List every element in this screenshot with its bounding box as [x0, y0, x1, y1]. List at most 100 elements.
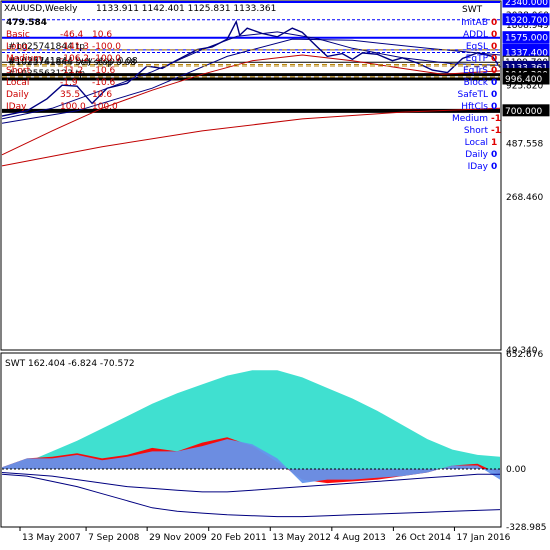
swt-band-line [1, 472, 500, 493]
swt-y-tick-label: -328.985 [506, 523, 546, 533]
swt-flag-label: EqTrS [463, 66, 488, 76]
swt-flag-label: Daily [465, 150, 488, 160]
price-label-box [502, 31, 550, 44]
header-row-label: Short [6, 66, 31, 76]
moving-average-line [1, 38, 501, 124]
price-series [1, 19, 501, 167]
swt-flag-value: -1 [491, 114, 501, 124]
swt-band-line [1, 473, 501, 518]
swt-flag-value: 0 [491, 90, 497, 100]
swt-flag-value: -1 [491, 126, 501, 136]
header-row-value: -141.3 [60, 42, 89, 52]
swt-flag-value: 0 [491, 18, 497, 28]
swt-y-tick-label: 652.676 [506, 350, 543, 360]
header-row-label: Local [6, 78, 29, 88]
swt-flag-value: 0 [491, 162, 497, 172]
moving-average-line [1, 31, 501, 120]
price-label: 700.000 [505, 107, 542, 117]
price-label-box [502, 0, 550, 8]
swt-flag-value: 0 [491, 30, 497, 40]
header-rows: Basic -46.4 10.6 Long -141.3 -100.0 Medium -106… [6, 30, 121, 112]
price-label-box [502, 104, 550, 117]
header-row-value: -1.9 [60, 78, 78, 88]
x-tick-label: 7 Sep 2008 [88, 533, 140, 543]
swt-area [2, 370, 500, 469]
swt-pane-title: SWT 162.404 -6.824 -70.572 [5, 359, 135, 369]
y-tick-label: 487.558 [506, 139, 543, 149]
header-row-value: -10.6 [92, 66, 116, 76]
swt-flag-value: 0 [491, 66, 497, 76]
swt-flag-label: Medium [452, 114, 488, 124]
header-row-label: Long [6, 42, 28, 52]
swt-flag-value: 0 [491, 150, 497, 160]
price-label-box [502, 13, 550, 26]
price-label: 2340.000 [505, 0, 548, 8]
swt-pane-frame [0, 352, 502, 528]
header-row-label: Basic [6, 30, 30, 40]
swt-y-tick-label: 0.00 [506, 465, 526, 475]
moving-average-line [1, 54, 501, 156]
header-row-value: 10.6 [92, 90, 112, 100]
swt-flag-label: SafeTL [458, 90, 488, 100]
swt-flag-label: InitAB [461, 18, 488, 28]
swt-flag-label: Block [464, 78, 489, 88]
header-row-label: Daily [6, 90, 29, 100]
swt-area [2, 439, 500, 484]
order-annotation: #1025563123 tp [8, 69, 85, 79]
header-row-label: IDay [6, 102, 27, 112]
order-annotations: #1025741844 tp#1025741844 buy stop 0.08#… [2, 42, 500, 79]
swt-flag-label: IDay [468, 162, 489, 172]
header-row-value: 100.0 [92, 102, 118, 112]
header-row-value: 35.5 [60, 90, 80, 100]
header-row-value: -100.0 [92, 54, 121, 64]
y-tick-label: 49.340 [506, 346, 538, 356]
swt-y-axis: 652.676 0.00 -328.985 [506, 350, 546, 533]
swt-flag-value: 0 [491, 78, 497, 88]
swt-flag-label: Short [464, 126, 489, 136]
order-annotation: #1025741844 sell stop 0.08 [8, 58, 136, 68]
order-annotation: #1025741844 tp [8, 42, 85, 52]
header-row-value: 10.6 [92, 30, 112, 40]
header-row-value: -11.2 [60, 66, 83, 76]
main-y-axis: 2028.0601808.949925.820487.558268.46049.… [502, 0, 550, 356]
x-tick-label: 20 Feb 2011 [211, 533, 267, 543]
price-label-box [502, 72, 550, 85]
header-value: 479.584 [6, 18, 47, 28]
y-tick-label: 925.820 [506, 82, 543, 92]
header-row-value: -10.6 [92, 78, 116, 88]
x-tick-label: 13 May 2007 [22, 533, 81, 543]
x-tick-label: 26 Oct 2014 [395, 533, 451, 543]
price-label: 996.400 [505, 75, 542, 85]
header-row-value: -100.0 [92, 42, 121, 52]
header-row-value: -46.4 [60, 30, 84, 40]
price-label: 1575.000 [505, 34, 548, 44]
x-tick-label: 17 Jan 2016 [456, 533, 510, 543]
swt-flag-value: 1 [491, 138, 497, 148]
swt-flag-value: 0 [491, 42, 497, 52]
swt-flag-value: 0 [491, 54, 497, 64]
chart-symbol: XAUUSD,Weekly [4, 4, 78, 14]
swt-areas [1, 370, 501, 518]
y-tick-label: 268.460 [506, 193, 543, 203]
x-tick-label: 4 Aug 2013 [334, 533, 386, 543]
swt-flag-label: EqTP [466, 54, 489, 64]
order-annotation: #1025741844 buy stop 0.08 [8, 57, 138, 67]
swt-flag-label: ADDL [463, 30, 488, 40]
swt-flag-label: HftCls [461, 102, 488, 112]
swt-flag-label: Local [465, 138, 488, 148]
header-row-value: 100.0 [60, 102, 86, 112]
header-row-label: Medium [6, 54, 42, 64]
x-tick-label: 29 Nov 2009 [149, 533, 207, 543]
swt-indicator-name: SWT [462, 5, 483, 15]
x-axis: 13 May 2007 7 Sep 2008 29 Nov 2009 20 Feb 2… [19, 527, 511, 543]
swt-flag-label: EqSL [466, 42, 488, 52]
moving-average-line [1, 107, 501, 167]
x-tick-label: 13 May 2012 [272, 533, 331, 543]
y-tick-label: 1808.949 [506, 21, 549, 31]
chart-ohlc: 1133.911 1142.401 1125.831 1133.361 [96, 4, 276, 14]
price-label: 1920.700 [505, 16, 548, 26]
header-row-value: -106.2 [60, 54, 89, 64]
swt-flag-value: 0 [491, 102, 497, 112]
